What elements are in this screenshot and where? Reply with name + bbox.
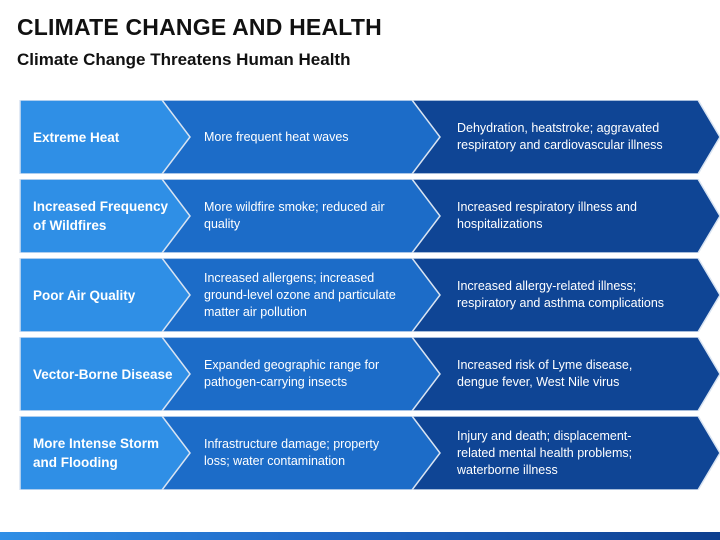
cause-cell: Infrastructure damage; property loss; wa… [204, 416, 409, 490]
effect-line: waterborne illness [457, 462, 558, 477]
category-cell: Extreme Heat [33, 100, 183, 174]
slide-subtitle: Climate Change Threatens Human Health [17, 50, 351, 69]
footer-accent-bar [0, 532, 720, 540]
cause-cell: Increased allergens; increased ground-le… [204, 258, 409, 332]
cause-line: quality [204, 217, 241, 231]
category-line: Vector-Borne Disease [33, 366, 173, 382]
cause-line: pathogen-carrying insects [204, 375, 348, 389]
effect-cell: Injury and death; displacement- related … [457, 416, 687, 490]
effect-line: respiratory and asthma complications [457, 296, 665, 310]
cause-cell: Expanded geographic range for pathogen-c… [204, 337, 409, 411]
effect-line: Increased allergy-related illness; [457, 279, 637, 293]
cause-cell: More frequent heat waves [204, 100, 409, 174]
effect-cell: Increased respiratory illness and hospit… [457, 179, 687, 253]
impact-row: More Intense Storm and Flooding Infrastr… [0, 416, 720, 490]
effect-line: Injury and death; displacement- [457, 428, 632, 443]
cause-line: Infrastructure damage; property [204, 437, 380, 451]
row-chevron-background [19, 337, 720, 411]
effect-line: hospitalizations [457, 217, 543, 231]
effect-line: Increased respiratory illness and [457, 200, 637, 214]
impact-row: Vector-Borne Disease Expanded geographic… [0, 337, 720, 411]
effect-cell: Increased risk of Lyme disease, dengue f… [457, 337, 687, 411]
category-line: Extreme Heat [33, 129, 120, 145]
category-line: Poor Air Quality [33, 287, 136, 303]
category-line: and Flooding [33, 455, 118, 470]
effect-cell: Increased allergy-related illness; respi… [457, 258, 687, 332]
cause-line: More wildfire smoke; reduced air [204, 200, 385, 214]
impact-row: Extreme Heat More frequent heat waves De… [0, 100, 720, 174]
effect-line: Increased risk of Lyme disease, [457, 358, 633, 372]
category-chevron [19, 100, 191, 174]
cause-line: loss; water contamination [204, 454, 346, 468]
category-chevron [19, 258, 191, 332]
effect-line: related mental health problems; [457, 445, 633, 460]
cause-line: More frequent heat waves [204, 129, 349, 144]
category-cell: Increased Frequency of Wildfires [33, 179, 183, 253]
impact-row: Increased Frequency of Wildfires More wi… [0, 179, 720, 253]
category-cell: Poor Air Quality [33, 258, 183, 332]
cause-line: Increased allergens; increased [204, 270, 375, 285]
impact-row: Poor Air Quality Increased allergens; in… [0, 258, 720, 332]
effect-line: respiratory and cardiovascular illness [457, 138, 663, 152]
slide-title: CLIMATE CHANGE AND HEALTH [17, 14, 382, 40]
row-chevron-background [19, 416, 720, 490]
category-chevron [19, 416, 191, 490]
category-cell: Vector-Borne Disease [33, 337, 183, 411]
cause-line: Expanded geographic range for [204, 358, 380, 372]
row-chevron-background [19, 258, 720, 332]
row-chevron-background [19, 179, 720, 253]
health-impact-chevron-table: Extreme Heat More frequent heat waves De… [0, 100, 720, 500]
effect-line: Dehydration, heatstroke; aggravated [457, 121, 660, 135]
effect-line: dengue fever, West Nile virus [457, 375, 620, 389]
effect-cell: Dehydration, heatstroke; aggravated resp… [457, 100, 687, 174]
cause-line: matter air pollution [204, 304, 307, 319]
category-line: More Intense Storm [33, 436, 160, 451]
category-chevron [19, 179, 191, 253]
category-cell: More Intense Storm and Flooding [33, 416, 183, 490]
category-line: of Wildfires [33, 218, 107, 233]
category-chevron [19, 337, 191, 411]
row-chevron-background [19, 100, 720, 174]
category-line: Increased Frequency [33, 199, 169, 214]
cause-cell: More wildfire smoke; reduced air quality [204, 179, 409, 253]
cause-line: ground-level ozone and particulate [204, 287, 396, 302]
